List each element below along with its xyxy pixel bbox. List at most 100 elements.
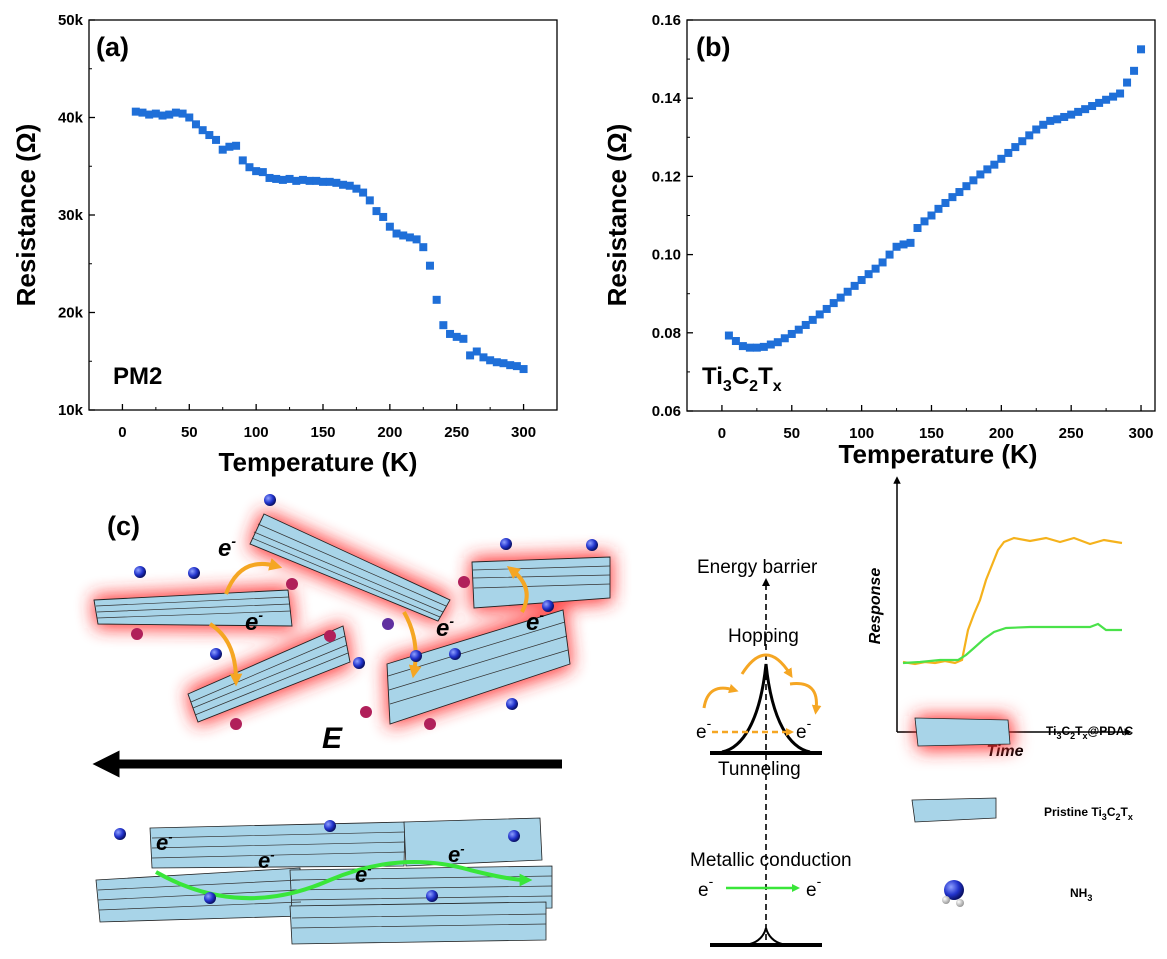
y-tick-label: 30k (58, 207, 84, 224)
tunneling-label: Tunneling (718, 759, 801, 780)
electron-left-label: e- (696, 715, 712, 743)
data-point (405, 233, 414, 242)
panel-label-b: (b) (696, 32, 730, 62)
data-point (836, 293, 845, 302)
data-point (252, 167, 261, 176)
svg-text:e-: e- (218, 533, 236, 562)
data-point (198, 126, 207, 135)
hop-arrow-top (740, 653, 793, 679)
data-point (1102, 95, 1111, 104)
svg-text:e-: e- (245, 607, 263, 636)
band-transport-arrow (155, 860, 533, 901)
x-tick-label: 150 (310, 424, 335, 441)
data-point (278, 175, 287, 184)
x-tick-label: 250 (444, 424, 469, 441)
data-point (218, 145, 227, 154)
data-point (822, 304, 831, 313)
data-point (245, 163, 254, 172)
data-point (738, 342, 747, 351)
x-tick-label: 100 (244, 424, 269, 441)
y-tick-label: 20k (58, 305, 84, 322)
data-point (512, 362, 521, 371)
data-point (185, 113, 194, 122)
data-point (1018, 137, 1027, 146)
data-point (131, 107, 140, 116)
svg-text:e-: e- (258, 847, 275, 873)
data-point (808, 315, 817, 324)
svg-text:e-: e- (355, 861, 372, 887)
data-point (1130, 66, 1139, 75)
data-point (151, 109, 160, 118)
data-point (258, 168, 267, 177)
y-tick-label: 0.16 (652, 12, 681, 29)
data-point (499, 359, 508, 368)
data-point (385, 222, 394, 231)
data-point (432, 295, 441, 304)
data-point (759, 342, 768, 351)
inset-curve-pristine (902, 622, 1122, 665)
data-point (1039, 120, 1048, 129)
data-point (1067, 110, 1076, 119)
y-tick-label: 0.08 (652, 325, 681, 342)
y-tick-label: 40k (58, 110, 84, 127)
flake-layer-lines (95, 523, 611, 716)
y-tick-label: 0.12 (652, 168, 681, 185)
svg-text:e-: e- (526, 607, 544, 636)
data-point (472, 347, 481, 356)
data-point (724, 331, 733, 340)
metal-electron-left: e- (698, 873, 714, 901)
data-point (325, 177, 334, 186)
data-point (1109, 92, 1118, 101)
data-point (955, 188, 964, 197)
data-point (298, 175, 307, 184)
y-axis-title-b: Resistance (Ω) (602, 124, 632, 307)
data-point (352, 184, 361, 193)
x-tick-label: 250 (1059, 425, 1084, 442)
data-point (238, 156, 247, 165)
barrier-peak (721, 663, 811, 754)
data-point (205, 131, 214, 140)
nh3-molecules-top (131, 494, 598, 730)
data-point (983, 165, 992, 174)
data-point (1011, 143, 1020, 152)
data-point (745, 343, 754, 352)
data-point (794, 325, 803, 334)
hopping-label: Hopping (728, 626, 799, 647)
data-point (1095, 98, 1104, 107)
flake-group-top (93, 513, 611, 725)
y-axis-ticks-b: 0.06 0.08 0.10 0.12 0.14 0.16 (652, 12, 693, 420)
data-point (1088, 102, 1097, 111)
data-point (969, 176, 978, 185)
data-point (1060, 112, 1069, 121)
x-axis-ticks-b: 0 50 100 150 200 250 300 (718, 405, 1154, 442)
data-point (425, 261, 434, 270)
data-point (332, 178, 341, 187)
chart-panel-a: 10k 20k 30k 40k 50k 0 50 100 150 200 250 300 (a) P… (11, 12, 558, 477)
data-point (452, 332, 461, 341)
y-axis-title-a: Resistance (Ω) (11, 124, 41, 307)
x-tick-label: 300 (511, 424, 536, 441)
y-tick-label: 0.10 (652, 247, 681, 264)
data-point (1123, 78, 1132, 87)
data-point (871, 264, 880, 273)
data-point (439, 321, 448, 330)
legend: Ti3C2Tx@PDAC Pristine Ti3C2Tx NH3 (911, 716, 1134, 907)
data-point (997, 154, 1006, 163)
electron-labels-top: e- e- e- e- (218, 533, 544, 642)
data-point (312, 176, 321, 185)
y-tick-label: 10k (58, 402, 84, 419)
x-tick-label: 300 (1129, 425, 1154, 442)
data-point (815, 310, 824, 319)
x-tick-label: 0 (718, 425, 726, 442)
data-point (412, 235, 421, 244)
data-point (976, 170, 985, 179)
flake-5 (386, 609, 571, 725)
data-point (920, 217, 929, 226)
data-point (171, 108, 180, 117)
pristine-layer-lines (97, 831, 553, 929)
legend-nh3-icon (944, 880, 964, 900)
energy-barrier-label: Energy barrier (697, 557, 818, 578)
data-point (232, 141, 241, 150)
electron-right-label: e- (796, 715, 812, 743)
y-tick-label: 0.06 (652, 403, 681, 420)
